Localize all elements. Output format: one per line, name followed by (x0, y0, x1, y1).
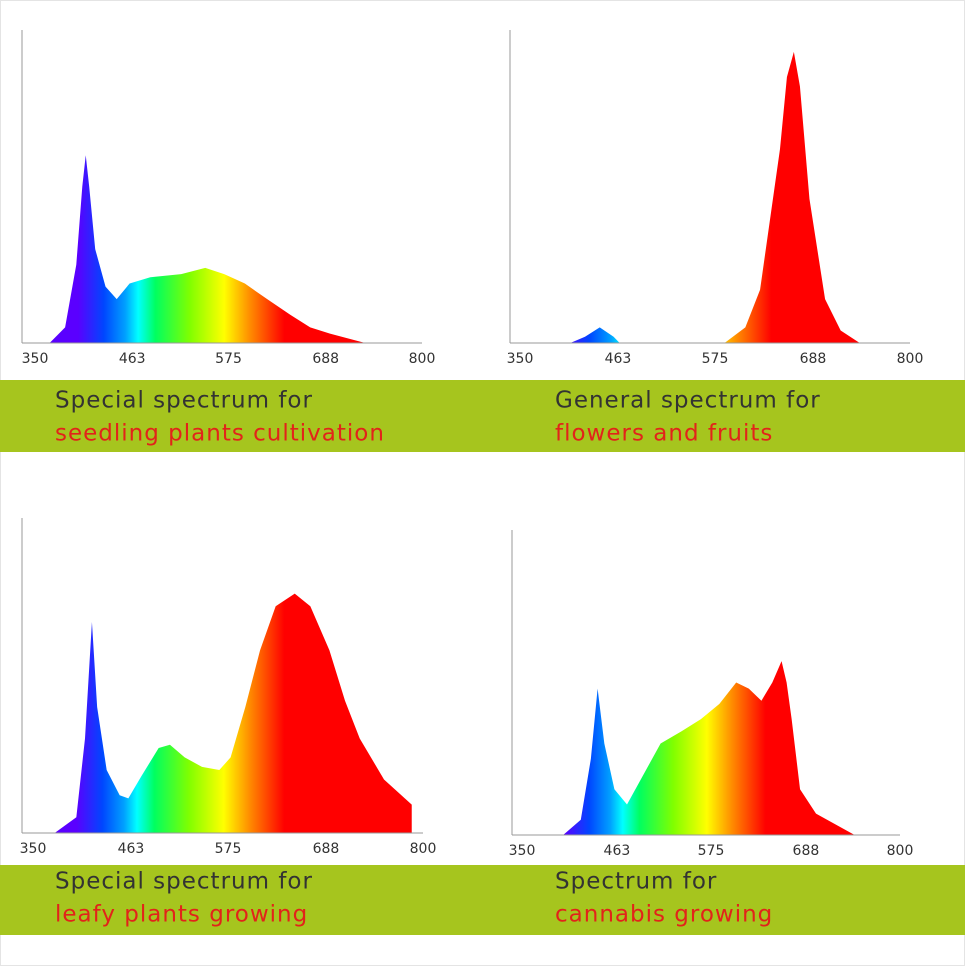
caption-subtitle: flowers and fruits (555, 421, 773, 447)
x-tick-label: 463 (118, 841, 145, 857)
caption-title: Special spectrum for (55, 388, 313, 414)
x-tick-label: 688 (800, 351, 827, 367)
x-tick-label: 350 (509, 843, 536, 859)
x-tick-label: 800 (887, 843, 914, 859)
x-tick-label: 800 (897, 351, 924, 367)
banner (0, 865, 965, 935)
spectrum-area (570, 51, 860, 343)
x-tick-label: 575 (698, 843, 725, 859)
x-tick-label: 688 (312, 351, 339, 367)
x-tick-label: 463 (119, 351, 146, 367)
caption-title: Special spectrum for (55, 869, 313, 895)
caption-subtitle: seedling plants cultivation (55, 421, 385, 447)
banner (0, 380, 965, 452)
x-tick-label: 688 (313, 841, 340, 857)
x-tick-label: 575 (702, 351, 729, 367)
x-tick-label: 463 (604, 843, 631, 859)
caption-title: General spectrum for (555, 388, 821, 414)
x-tick-label: 350 (20, 841, 47, 857)
x-tick-label: 688 (793, 843, 820, 859)
x-tick-label: 800 (410, 841, 437, 857)
x-tick-label: 350 (507, 351, 534, 367)
spectrum-area (563, 661, 855, 835)
x-tick-label: 800 (409, 351, 436, 367)
x-tick-label: 575 (215, 841, 242, 857)
spectrum-area (54, 593, 412, 833)
x-tick-label: 350 (22, 351, 49, 367)
x-tick-label: 575 (215, 351, 242, 367)
spectrum-area (49, 155, 366, 343)
caption-title: Spectrum for (555, 869, 717, 895)
caption-subtitle: cannabis growing (555, 902, 773, 928)
caption-subtitle: leafy plants growing (55, 902, 308, 928)
x-tick-label: 463 (605, 351, 632, 367)
